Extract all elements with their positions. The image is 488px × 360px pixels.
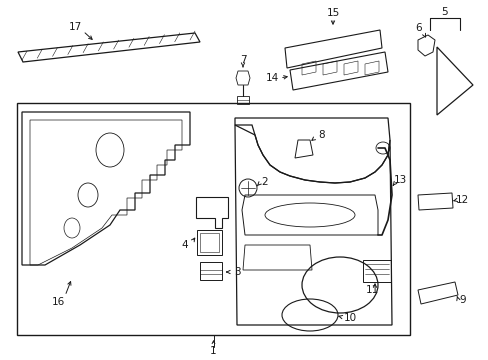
Text: 3: 3 [233,267,240,277]
Text: 11: 11 [365,285,378,295]
Text: 7: 7 [239,55,246,65]
Text: 4: 4 [182,240,188,250]
Text: 1: 1 [210,346,216,356]
Bar [200,262,222,280]
Bar [362,260,390,282]
Text: 6: 6 [415,23,422,33]
Text: 8: 8 [318,130,325,140]
Text: 9: 9 [459,295,466,305]
Text: 2: 2 [261,177,268,187]
Text: 13: 13 [392,175,406,185]
Text: 15: 15 [325,8,339,18]
Text: 5: 5 [441,7,447,17]
Text: 12: 12 [454,195,468,205]
Bar [237,96,248,104]
Bar [200,233,219,252]
Text: 16: 16 [51,297,64,307]
Text: 10: 10 [343,313,356,323]
Text: 14: 14 [265,73,278,83]
Text: 17: 17 [68,22,81,32]
Bar [17,103,409,335]
